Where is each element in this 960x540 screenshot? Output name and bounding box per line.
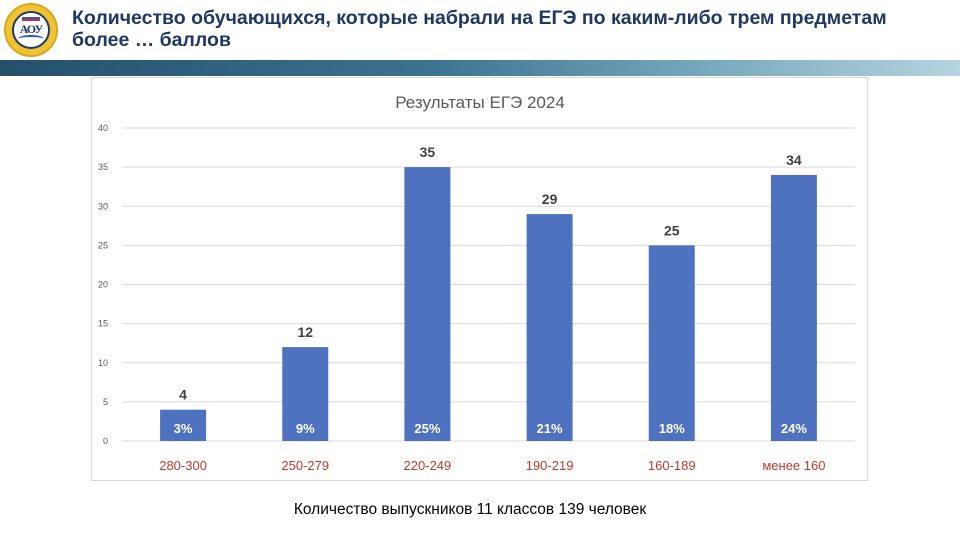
bar-value-label: 35: [420, 144, 436, 160]
category-label: 220-249: [404, 458, 452, 473]
graduates-count-note: Количество выпускников 11 классов 139 че…: [293, 501, 647, 518]
bar-percent-label: 3%: [174, 421, 193, 436]
category-label: 280-300: [159, 458, 207, 473]
bar-value-label: 4: [179, 387, 187, 403]
category-label: менее 160: [762, 458, 825, 473]
bar: [648, 245, 695, 441]
y-tick-label: 40: [98, 123, 108, 133]
slide-header: АОУ Количество обучающихся, которые набр…: [0, 0, 960, 60]
bar-value-label: 25: [664, 222, 680, 238]
chart-title: Результаты ЕГЭ 2024: [395, 93, 565, 112]
bar: [526, 214, 573, 441]
y-tick-label: 0: [103, 436, 108, 446]
category-label: 160-189: [648, 458, 696, 473]
y-tick-label: 25: [98, 240, 108, 250]
y-tick-label: 10: [98, 358, 108, 368]
bar-chart: Результаты ЕГЭ 2024 0 5 10 15 20 25 30 35 40 4 3% 2…: [98, 93, 855, 473]
bar-percent-label: 9%: [296, 421, 315, 436]
bar-percent-label: 18%: [659, 421, 685, 436]
bar-percent-label: 24%: [781, 421, 807, 436]
bar: [404, 167, 451, 441]
y-tick-label: 5: [103, 397, 108, 407]
header-decorative-band: [0, 60, 960, 76]
chart-container: Результаты ЕГЭ 2024 0 5 10 15 20 25 30 35 40 4 3% 2…: [91, 77, 868, 481]
bar-value-label: 29: [542, 191, 558, 207]
bar: [770, 174, 817, 441]
y-tick-label: 35: [98, 162, 108, 172]
bar: [160, 409, 207, 441]
y-tick-label: 30: [98, 201, 108, 211]
bar-value-label: 34: [786, 152, 802, 168]
school-emblem-icon: АОУ: [4, 3, 58, 57]
y-tick-label: 20: [98, 280, 108, 290]
bar-value-label: 12: [297, 324, 313, 340]
slide-title: Количество обучающихся, которые набрали …: [72, 7, 887, 51]
y-tick-label: 15: [98, 319, 108, 329]
bar-percent-label: 21%: [537, 421, 563, 436]
category-label: 250-279: [281, 458, 329, 473]
category-label: 190-219: [526, 458, 574, 473]
bar: [282, 347, 329, 441]
bar-percent-label: 25%: [414, 421, 440, 436]
logo-letters: АОУ: [19, 22, 44, 36]
